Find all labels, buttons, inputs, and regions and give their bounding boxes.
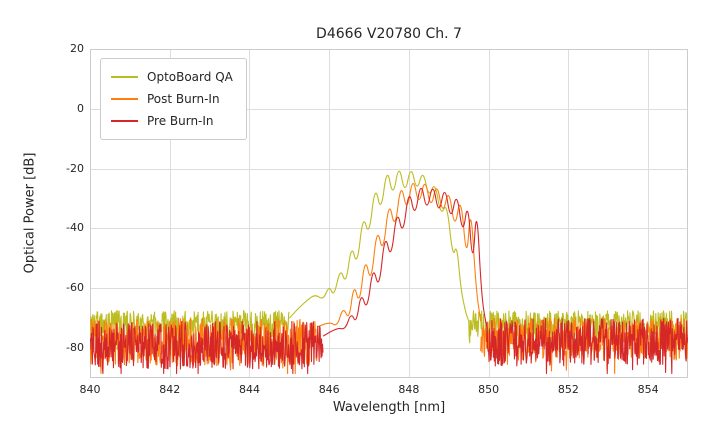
legend-item: Pre Burn-In — [111, 110, 233, 132]
y-tick-label: -80 — [66, 341, 84, 355]
x-tick-label: 846 — [318, 383, 340, 396]
x-tick-label: 854 — [637, 383, 659, 396]
legend-item: OptoBoard QA — [111, 66, 233, 88]
x-axis-label: Wavelength [nm] — [332, 400, 446, 415]
legend: OptoBoard QA Post Burn-In Pre Burn-In — [100, 58, 247, 140]
legend-line-swatch — [111, 76, 138, 78]
y-tick-label: -40 — [66, 221, 84, 235]
x-tick-label: 852 — [557, 383, 579, 396]
x-tick-label: 840 — [79, 383, 101, 396]
legend-item-label: Post Burn-In — [147, 92, 220, 106]
x-tick-label: 844 — [238, 383, 260, 396]
legend-line-swatch — [111, 120, 138, 122]
y-tick-label: -20 — [66, 161, 84, 175]
y-tick-label: 0 — [77, 101, 84, 115]
legend-line-swatch — [111, 98, 138, 100]
y-tick-label: 20 — [70, 42, 84, 55]
chart-title: D4666 V20780 Ch. 7 — [316, 26, 462, 42]
x-tick-label: 850 — [478, 383, 500, 396]
legend-item: Post Burn-In — [111, 88, 233, 110]
legend-item-label: Pre Burn-In — [147, 114, 214, 128]
x-tick-label: 842 — [159, 383, 181, 396]
legend-item-label: OptoBoard QA — [147, 70, 233, 84]
x-tick-label: 848 — [398, 383, 420, 396]
y-tick-label: -60 — [66, 281, 84, 295]
